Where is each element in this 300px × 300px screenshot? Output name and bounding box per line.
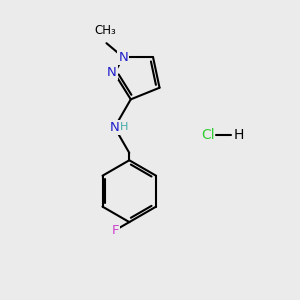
Text: F: F [112,224,119,237]
Text: N: N [118,51,128,64]
Text: H: H [234,128,244,142]
Text: N: N [110,121,119,134]
Text: CH₃: CH₃ [94,24,116,37]
Text: Cl: Cl [201,128,215,142]
Text: N: N [107,66,117,79]
Text: H: H [120,122,128,132]
